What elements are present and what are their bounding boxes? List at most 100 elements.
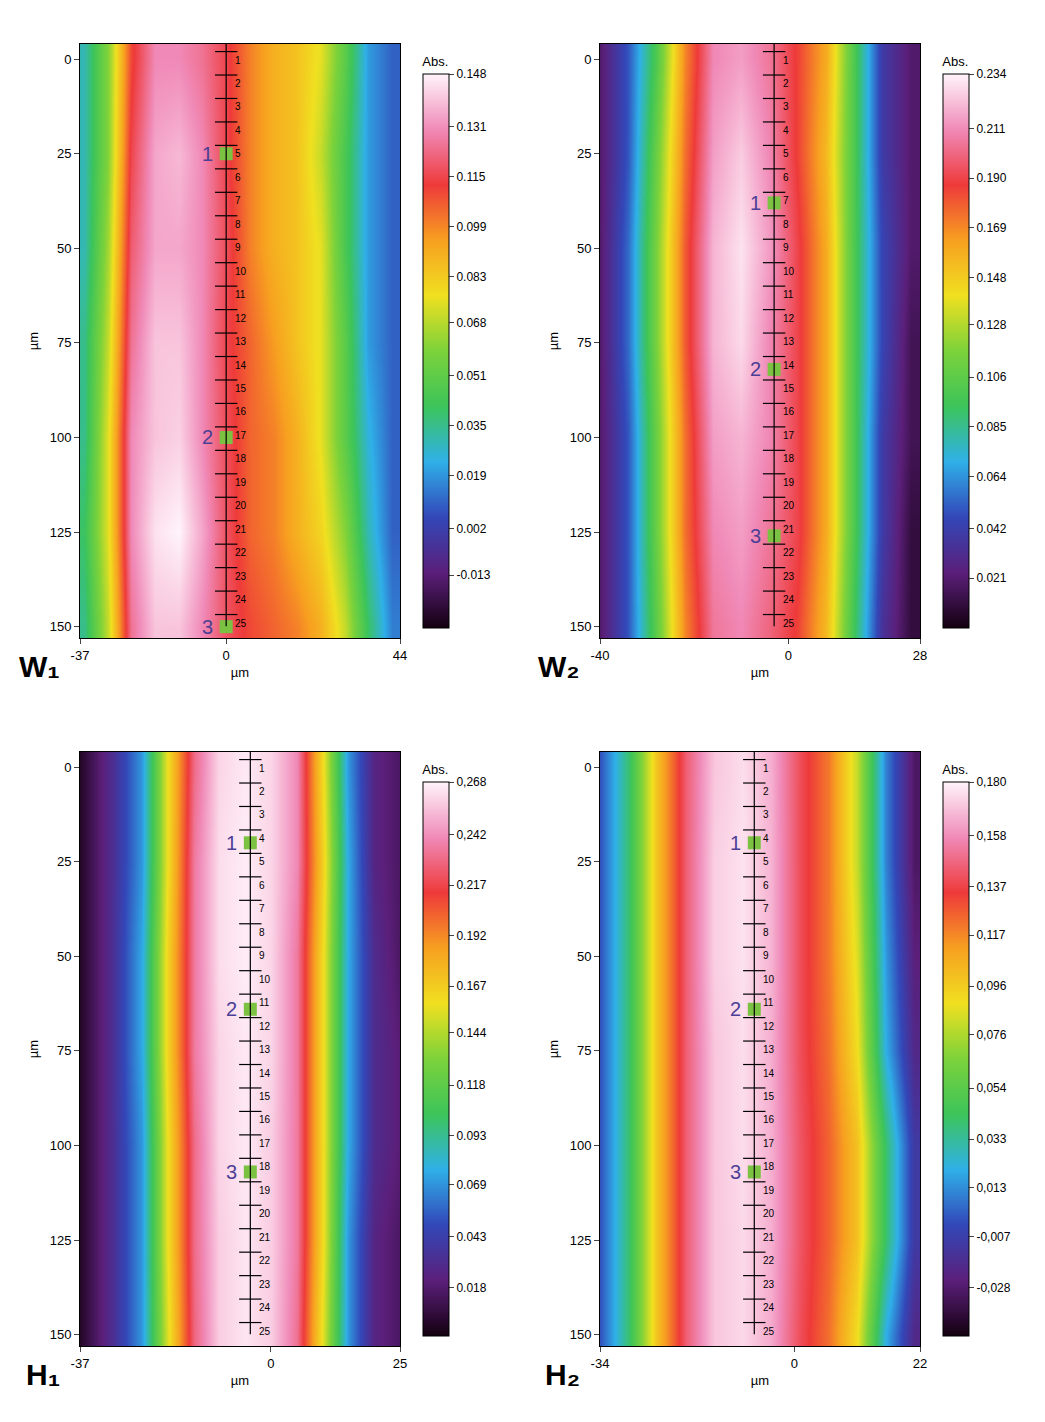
svg-text:0.190: 0.190 xyxy=(976,171,1006,185)
svg-text:50: 50 xyxy=(57,241,71,256)
svg-text:125: 125 xyxy=(570,525,592,540)
svg-text:Abs.: Abs. xyxy=(942,54,968,69)
svg-text:1: 1 xyxy=(783,55,789,66)
svg-text:75: 75 xyxy=(57,335,71,350)
svg-text:25: 25 xyxy=(57,146,71,161)
svg-text:0,137: 0,137 xyxy=(976,880,1006,894)
svg-text:11: 11 xyxy=(783,289,794,300)
svg-text:12: 12 xyxy=(259,1021,271,1032)
svg-text:0,158: 0,158 xyxy=(976,829,1006,843)
svg-text:10: 10 xyxy=(763,974,775,985)
svg-text:0,013: 0,013 xyxy=(976,1181,1006,1195)
svg-text:0: 0 xyxy=(584,52,591,67)
svg-text:100: 100 xyxy=(570,1138,592,1153)
svg-text:14: 14 xyxy=(783,360,795,371)
svg-text:12: 12 xyxy=(783,313,795,324)
svg-text:0,242: 0,242 xyxy=(456,828,486,842)
svg-text:6: 6 xyxy=(259,880,265,891)
svg-text:µm: µm xyxy=(546,332,561,350)
svg-text:µm: µm xyxy=(751,1373,769,1388)
svg-text:9: 9 xyxy=(763,950,769,961)
svg-text:0.068: 0.068 xyxy=(456,316,486,330)
svg-text:2: 2 xyxy=(259,786,265,797)
svg-text:0,054: 0,054 xyxy=(976,1081,1006,1095)
svg-text:13: 13 xyxy=(259,1044,271,1055)
svg-text:6: 6 xyxy=(763,880,769,891)
svg-text:75: 75 xyxy=(577,335,591,350)
svg-text:100: 100 xyxy=(50,1138,72,1153)
svg-text:11: 11 xyxy=(235,289,246,300)
svg-text:-0,007: -0,007 xyxy=(976,1230,1010,1244)
svg-text:0,076: 0,076 xyxy=(976,1028,1006,1042)
svg-text:17: 17 xyxy=(259,1138,271,1149)
svg-text:18: 18 xyxy=(763,1161,775,1172)
svg-text:6: 6 xyxy=(783,172,789,183)
svg-text:23: 23 xyxy=(259,1279,271,1290)
svg-text:3: 3 xyxy=(226,1161,237,1183)
svg-text:22: 22 xyxy=(783,547,795,558)
svg-text:5: 5 xyxy=(763,856,769,867)
svg-text:0.167: 0.167 xyxy=(456,979,486,993)
svg-text:18: 18 xyxy=(783,453,795,464)
svg-text:13: 13 xyxy=(763,1044,775,1055)
svg-text:0.069: 0.069 xyxy=(456,1178,486,1192)
svg-text:10: 10 xyxy=(259,974,271,985)
svg-text:24: 24 xyxy=(235,594,247,605)
svg-text:H₂: H₂ xyxy=(545,1358,580,1391)
svg-text:2: 2 xyxy=(730,998,741,1020)
svg-text:0,268: 0,268 xyxy=(456,775,486,789)
svg-text:0.131: 0.131 xyxy=(456,120,486,134)
svg-text:16: 16 xyxy=(763,1114,775,1125)
svg-text:24: 24 xyxy=(763,1302,775,1313)
svg-text:22: 22 xyxy=(235,547,247,558)
svg-text:22: 22 xyxy=(913,1356,927,1371)
svg-text:12: 12 xyxy=(235,313,247,324)
svg-text:13: 13 xyxy=(783,336,795,347)
svg-text:-40: -40 xyxy=(591,648,610,663)
svg-text:75: 75 xyxy=(577,1043,591,1058)
svg-text:18: 18 xyxy=(235,453,247,464)
svg-text:25: 25 xyxy=(235,618,247,629)
svg-text:3: 3 xyxy=(259,809,265,820)
svg-text:0: 0 xyxy=(64,760,71,775)
svg-text:-0,028: -0,028 xyxy=(976,1281,1010,1295)
svg-text:8: 8 xyxy=(235,219,241,230)
svg-text:-37: -37 xyxy=(71,648,90,663)
svg-text:17: 17 xyxy=(783,430,795,441)
svg-text:1: 1 xyxy=(730,832,741,854)
svg-text:25: 25 xyxy=(783,618,795,629)
svg-text:0.002: 0.002 xyxy=(456,522,486,536)
svg-text:0.083: 0.083 xyxy=(456,270,486,284)
svg-text:125: 125 xyxy=(50,525,72,540)
svg-text:0: 0 xyxy=(223,648,230,663)
svg-text:7: 7 xyxy=(783,195,789,206)
svg-text:4: 4 xyxy=(259,833,265,844)
svg-text:0: 0 xyxy=(785,648,792,663)
svg-text:-0.013: -0.013 xyxy=(456,568,490,582)
svg-text:0.099: 0.099 xyxy=(456,220,486,234)
svg-text:0.093: 0.093 xyxy=(456,1129,486,1143)
svg-text:23: 23 xyxy=(783,571,795,582)
svg-text:150: 150 xyxy=(570,1327,592,1342)
svg-text:6: 6 xyxy=(235,172,241,183)
svg-text:-37: -37 xyxy=(71,1356,90,1371)
svg-text:22: 22 xyxy=(763,1255,775,1266)
svg-text:150: 150 xyxy=(50,619,72,634)
svg-text:2: 2 xyxy=(763,786,769,797)
svg-text:0.106: 0.106 xyxy=(976,370,1006,384)
svg-text:21: 21 xyxy=(763,1232,775,1243)
svg-text:µm: µm xyxy=(26,1040,41,1058)
svg-text:25: 25 xyxy=(393,1356,407,1371)
svg-text:14: 14 xyxy=(235,360,247,371)
svg-text:1: 1 xyxy=(763,763,769,774)
svg-text:0.051: 0.051 xyxy=(456,369,486,383)
svg-text:0.021: 0.021 xyxy=(976,571,1006,585)
svg-text:0,117: 0,117 xyxy=(976,928,1005,942)
svg-text:µm: µm xyxy=(26,332,41,350)
svg-text:18: 18 xyxy=(259,1161,271,1172)
svg-text:1: 1 xyxy=(226,832,237,854)
svg-text:25: 25 xyxy=(57,854,71,869)
svg-text:17: 17 xyxy=(763,1138,775,1149)
svg-text:15: 15 xyxy=(783,383,795,394)
svg-text:µm: µm xyxy=(546,1040,561,1058)
